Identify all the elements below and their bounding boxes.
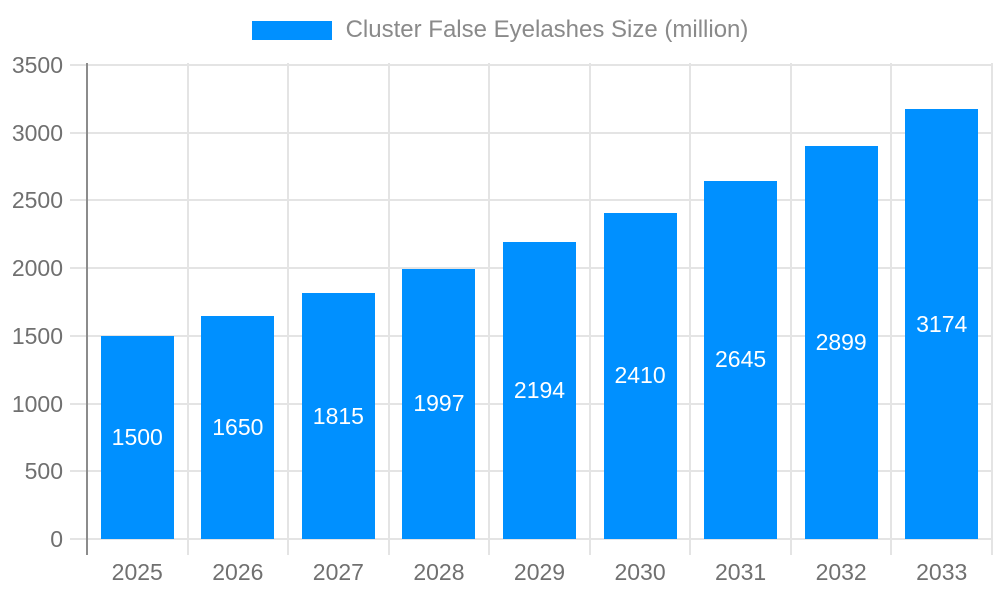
y-axis-tick bbox=[70, 402, 87, 405]
gridline-vertical bbox=[287, 63, 290, 555]
gridline-vertical bbox=[991, 63, 993, 555]
x-axis-label: 2033 bbox=[916, 559, 968, 585]
bar-value-label: 2194 bbox=[513, 376, 566, 403]
legend-swatch-icon bbox=[251, 20, 332, 40]
bar-value-label: 2410 bbox=[614, 362, 666, 389]
bar-value-label: 1815 bbox=[312, 402, 364, 429]
gridline-vertical bbox=[588, 63, 591, 555]
y-axis-tick bbox=[70, 470, 87, 473]
x-axis-label: 2029 bbox=[513, 559, 566, 585]
bar-2029[interactable]: 2194 bbox=[503, 241, 576, 539]
gridline-horizontal bbox=[87, 64, 992, 66]
gridline-vertical bbox=[789, 63, 792, 555]
x-axis-label: 2030 bbox=[614, 559, 666, 585]
gridline-vertical bbox=[890, 63, 893, 555]
chart-legend[interactable]: Cluster False Eyelashes Size (million) bbox=[0, 18, 1000, 42]
x-axis-label: 2025 bbox=[111, 559, 163, 585]
bar-2026[interactable]: 1650 bbox=[201, 315, 275, 539]
y-axis-label: 3000 bbox=[11, 119, 63, 146]
bar-2025[interactable]: 1500 bbox=[100, 335, 174, 539]
y-axis-label: 1500 bbox=[11, 322, 63, 349]
y-axis-tick bbox=[70, 538, 87, 540]
bar-2030[interactable]: 2410 bbox=[603, 212, 677, 539]
gridline-vertical bbox=[488, 63, 491, 555]
y-axis-tick bbox=[70, 199, 87, 202]
bar-2028[interactable]: 1997 bbox=[402, 268, 476, 539]
gridline-horizontal bbox=[87, 131, 992, 134]
x-axis-label: 2027 bbox=[312, 559, 364, 585]
legend-label: Cluster False Eyelashes Size (million) bbox=[345, 16, 749, 43]
y-axis-tick bbox=[70, 334, 87, 337]
gridline-vertical bbox=[387, 63, 390, 555]
bar-2031[interactable]: 2645 bbox=[704, 180, 778, 539]
y-axis-label: 500 bbox=[24, 458, 63, 485]
y-axis-label: 2000 bbox=[11, 255, 63, 282]
y-axis-label: 3500 bbox=[11, 52, 63, 78]
bar-2027[interactable]: 1815 bbox=[301, 293, 375, 539]
x-axis-label: 2031 bbox=[715, 559, 767, 585]
bar-value-label: 3174 bbox=[916, 310, 968, 337]
x-axis-label: 2026 bbox=[212, 559, 264, 585]
y-axis-tick bbox=[70, 131, 87, 134]
y-axis-tick bbox=[70, 64, 87, 66]
bar-2032[interactable]: 2899 bbox=[804, 146, 878, 539]
y-axis-label: 1000 bbox=[11, 390, 63, 417]
y-axis-line bbox=[86, 63, 88, 555]
bar-value-label: 2899 bbox=[815, 329, 867, 356]
gridline-vertical bbox=[186, 63, 189, 555]
bar-value-label: 1500 bbox=[111, 423, 163, 450]
bar-value-label: 1650 bbox=[212, 413, 264, 440]
bar-value-label: 1997 bbox=[413, 390, 465, 417]
y-axis-tick bbox=[70, 267, 87, 270]
y-axis-label: 2500 bbox=[11, 187, 63, 214]
x-axis-label: 2028 bbox=[413, 559, 465, 585]
x-axis-label: 2032 bbox=[815, 559, 867, 585]
bar-value-label: 2645 bbox=[715, 346, 767, 373]
bar-2033[interactable]: 3174 bbox=[905, 109, 979, 539]
gridline-vertical bbox=[689, 63, 692, 555]
y-axis-label: 0 bbox=[50, 526, 63, 552]
plot-area: 1500 1650 1815 1997 2194 2410 2645 2899 3174 bbox=[70, 63, 993, 555]
